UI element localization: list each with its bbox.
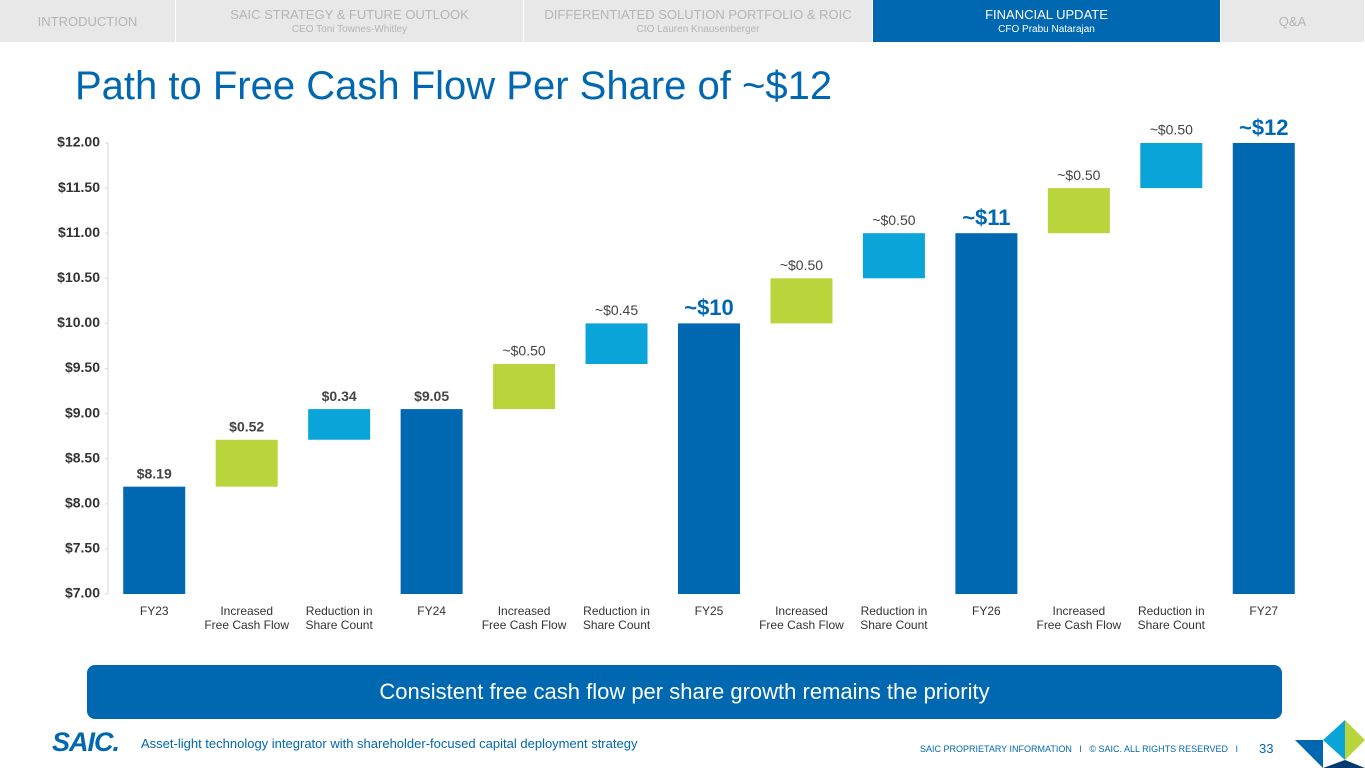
- value-label: ~$0.45: [595, 302, 638, 318]
- x-tick-label: FY23: [139, 604, 169, 618]
- x-tick-label: Increased Free Cash Flow: [1036, 604, 1122, 632]
- y-tick-label: $9.50: [65, 359, 100, 375]
- nav-tab[interactable]: SAIC STRATEGY & FUTURE OUTLOOK CEO Toni T…: [176, 0, 523, 42]
- bar: [493, 363, 556, 410]
- nav-tab[interactable]: INTRODUCTION: [0, 0, 175, 42]
- bar: [770, 278, 833, 324]
- value-label: ~$0.50: [780, 257, 823, 273]
- value-label: $0.52: [229, 418, 264, 434]
- bar: [1047, 188, 1110, 234]
- y-tick-label: $9.00: [65, 404, 100, 420]
- chart: $7.00 $7.50 $8.00 $8.50 $9.00 $9.50 $10.00 $10.…: [57, 115, 1295, 601]
- value-label: ~$0.50: [872, 212, 915, 228]
- nav-tab-title: FINANCIAL UPDATE: [985, 7, 1108, 22]
- x-tick-label: FY27: [1249, 604, 1279, 618]
- bar: [400, 409, 463, 594]
- nav-tab[interactable]: FINANCIAL UPDATE CFO Prabu Natarajan: [873, 0, 1220, 42]
- bar: [862, 233, 925, 279]
- value-label: ~$0.50: [1057, 167, 1100, 183]
- x-tick-label: Reduction in Share Count: [1137, 604, 1205, 632]
- y-tick-label: $8.00: [65, 495, 100, 511]
- y-tick-label: $12.00: [57, 134, 100, 150]
- value-label: ~$12: [1239, 115, 1289, 140]
- value-label: $9.05: [414, 388, 449, 404]
- x-tick-label: FY26: [972, 604, 1001, 618]
- y-tick-label: $10.00: [57, 314, 100, 330]
- nav-tab-subtitle: CIO Lauren Knausenberger: [636, 24, 760, 35]
- x-tick-label: Reduction in Share Count: [582, 604, 651, 632]
- nav-tab-title: Q&A: [1278, 13, 1307, 29]
- nav-tab-title: INTRODUCTION: [37, 13, 138, 29]
- value-label: ~$0.50: [502, 343, 545, 359]
- nav-tab[interactable]: DIFFERENTIATED SOLUTION PORTFOLIO & ROIC…: [524, 0, 872, 42]
- nav-tab-subtitle: CFO Prabu Natarajan: [998, 24, 1095, 35]
- x-tick-label: Reduction in Share Count: [305, 604, 373, 632]
- bar: [585, 323, 648, 364]
- y-tick-label: $11.00: [58, 224, 100, 240]
- bar: [678, 323, 740, 594]
- bar: [308, 409, 371, 440]
- bar: [1232, 143, 1295, 594]
- bar: [955, 233, 1018, 594]
- y-tick-label: $10.50: [57, 269, 100, 285]
- corner-decoration: [1295, 720, 1365, 768]
- nav-tab-title: DIFFERENTIATED SOLUTION PORTFOLIO & ROIC: [544, 7, 852, 22]
- footer-notice: SAIC PROPRIETARY INFORMATION I © SAIC. A…: [920, 744, 1239, 754]
- nav-tab-subtitle: CEO Toni Townes-Whitley: [291, 24, 408, 35]
- y-tick-label: $7.50: [65, 540, 100, 556]
- x-tick-label: Increased Free Cash Flow: [759, 604, 844, 632]
- y-tick-label: $7.00: [65, 585, 100, 601]
- bar: [1140, 143, 1203, 189]
- page-number: 33: [1259, 741, 1274, 756]
- value-label: ~$0.50: [1150, 122, 1193, 138]
- x-tick-label: Reduction in Share Count: [860, 604, 928, 632]
- banner: Consistent free cash flow per share grow…: [87, 665, 1282, 719]
- nav-tab-title: SAIC STRATEGY & FUTURE OUTLOOK: [230, 7, 469, 22]
- nav-tab[interactable]: Q&A: [1221, 0, 1364, 42]
- y-tick-label: $8.50: [65, 449, 100, 465]
- x-tick-label: FY24: [417, 604, 446, 618]
- value-label: ~$10: [684, 295, 734, 320]
- bar: [215, 439, 278, 487]
- value-label: ~$11: [962, 205, 1010, 230]
- value-label: $8.19: [137, 465, 172, 481]
- tagline: Asset-light technology integrator with s…: [141, 736, 638, 751]
- x-tick-label: Increased Free Cash Flow: [481, 604, 567, 632]
- logo: SAIC.: [52, 727, 120, 757]
- x-tick-label: FY25: [694, 604, 724, 618]
- slide-title: Path to Free Cash Flow Per Share of ~$12: [75, 64, 833, 108]
- y-tick-label: $11.50: [58, 179, 100, 195]
- x-tick-label: Increased Free Cash Flow: [204, 604, 290, 632]
- bar: [123, 486, 186, 594]
- value-label: $0.34: [322, 388, 357, 404]
